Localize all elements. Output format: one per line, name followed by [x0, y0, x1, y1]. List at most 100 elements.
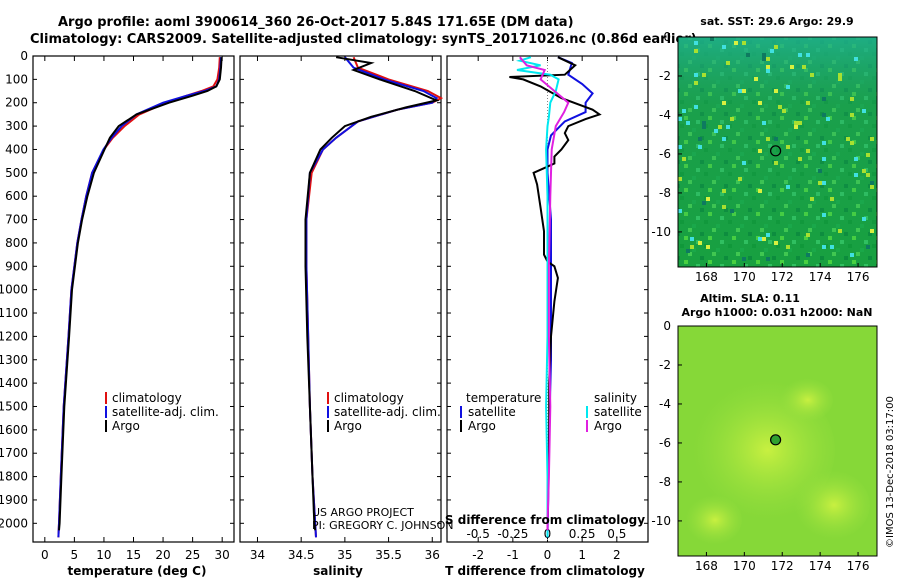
axis-ticks: 0100200300400500600700800900100011001200…	[0, 49, 648, 562]
sst-speck	[818, 169, 822, 173]
sst-speck	[862, 217, 866, 221]
sst-speck	[682, 109, 686, 113]
sst-speck	[854, 157, 858, 161]
sla-map-highlight	[682, 495, 742, 545]
sst-speck	[862, 169, 866, 173]
legend-climatology-label: climatology	[334, 391, 404, 405]
x-tick-label: 34	[250, 548, 265, 562]
sst-speck	[694, 49, 698, 53]
sst-speck	[758, 237, 762, 241]
sst-speck	[810, 73, 814, 77]
sst-speck	[678, 177, 682, 181]
x-tick-label: 10	[96, 548, 111, 562]
map-x-tick-label: 168	[695, 270, 718, 284]
sst-speck	[866, 245, 870, 249]
map-y-tick-label: 0	[663, 319, 671, 333]
x-tick-label: -2	[472, 548, 484, 562]
sst-map-north-band	[678, 37, 877, 267]
header-line1: Argo profile: aoml 3900614_360 26-Oct-20…	[58, 15, 574, 30]
sst-speck	[762, 53, 766, 57]
sla-map-highlight	[790, 470, 870, 540]
sst-speck	[810, 197, 814, 201]
sst-speck	[758, 101, 762, 105]
sst-speck	[702, 125, 706, 129]
sst-speck	[786, 185, 790, 189]
header-line2: Climatology: CARS2009. Satellite-adjuste…	[30, 32, 697, 47]
legend-satellite-label: satellite-adj. clim.	[334, 405, 441, 419]
sst-speck	[802, 65, 806, 69]
legend-satellite-label: satellite-adj. clim.	[112, 405, 219, 419]
sla-map-highlight	[777, 378, 833, 422]
legend-temp-argo-label: Argo	[468, 419, 496, 433]
sst-speck	[694, 41, 698, 45]
sst-speck	[830, 197, 834, 201]
sst-speck	[822, 181, 826, 185]
s-diff-satellite-line	[515, 56, 560, 538]
sst-speck	[850, 253, 854, 257]
sst-map-frame	[677, 36, 878, 268]
map-y-tick-label: -8	[659, 475, 671, 489]
sst-speck	[722, 189, 726, 193]
map-x-tick-label: 168	[695, 559, 718, 573]
sst-speck	[786, 85, 790, 89]
sst-speck	[698, 137, 702, 141]
x-tick-label: 25	[185, 548, 200, 562]
temperature-legend: climatology satellite-adj. clim. Argo	[105, 391, 219, 433]
sst-speck	[774, 161, 778, 165]
sst-speck	[794, 121, 798, 125]
sla-map-frame	[677, 325, 878, 557]
sla-map-axes: 168 170 172 174 176 0 -2 -4 -6 -8 -10	[651, 319, 869, 573]
depth-tick-label: 2000	[0, 516, 28, 530]
sst-speck	[678, 117, 682, 121]
depth-tick-label: 1200	[0, 329, 28, 343]
s-tick-label: 0.25	[569, 527, 596, 541]
depth-tick-label: 0	[20, 49, 28, 63]
x-tick-label: 35.5	[375, 548, 402, 562]
sst-speck	[682, 157, 686, 161]
difference-legend: temperature satellite Argo salinity sate…	[460, 391, 642, 433]
sst-speck	[838, 77, 842, 81]
map-y-tick-label: -6	[659, 436, 671, 450]
depth-tick-label: 200	[5, 96, 28, 110]
map-x-tick-label: 170	[733, 559, 756, 573]
salinity-panel-frame	[239, 55, 442, 543]
sst-speck	[766, 65, 770, 69]
sst-speck	[854, 173, 858, 177]
sst-speck	[678, 209, 682, 213]
depth-tick-label: 1400	[0, 376, 28, 390]
map-y-tick-label: -6	[659, 147, 671, 161]
map-y-tick-label: 0	[663, 30, 671, 44]
temperature-satellite-line	[57, 57, 222, 538]
sst-speck	[774, 45, 778, 49]
x-tick-label: 15	[126, 548, 141, 562]
sst-speck	[766, 257, 770, 261]
sst-map-title: sat. SST: 29.6 Argo: 29.9	[700, 15, 853, 28]
sst-speck	[726, 61, 730, 65]
sst-speck	[730, 209, 734, 213]
s-tick-label: 0.5	[607, 527, 626, 541]
sst-speck	[710, 37, 714, 41]
sst-speck	[742, 161, 746, 165]
sst-speck	[694, 73, 698, 77]
sst-speck	[678, 145, 682, 149]
sst-argo-marker	[770, 145, 782, 157]
sst-speck	[694, 105, 698, 109]
s-difference-xlabel: S difference from climatology	[445, 513, 645, 527]
sst-speck	[770, 49, 774, 53]
sst-speck	[686, 249, 690, 253]
sst-speck	[822, 213, 826, 217]
imos-credit: ©IMOS 13-Dec-2018 03:17:00	[885, 396, 896, 548]
t-diff-argo-line	[509, 56, 602, 531]
sst-speck	[758, 189, 762, 193]
sst-speck	[714, 129, 718, 133]
map-x-tick-label: 170	[733, 270, 756, 284]
sst-speck	[734, 41, 738, 45]
sst-speck	[806, 253, 810, 257]
sst-speck	[870, 229, 874, 233]
map-y-tick-label: -2	[659, 69, 671, 83]
sst-speck	[838, 229, 842, 233]
sst-speck	[766, 69, 770, 73]
map-y-tick-label: -4	[659, 397, 671, 411]
sst-speck	[742, 257, 746, 261]
